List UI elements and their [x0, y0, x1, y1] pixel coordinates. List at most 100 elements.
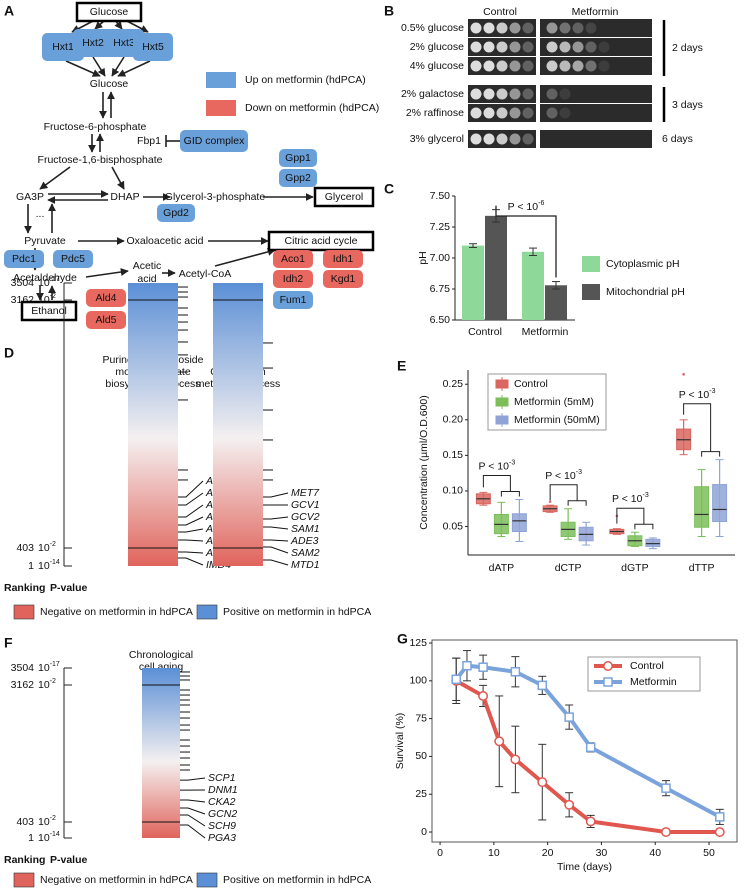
text-base: 10 [38, 816, 50, 828]
spot [546, 60, 558, 72]
y-tick-label: 0.25 [443, 378, 464, 390]
bar [545, 285, 567, 320]
spot [572, 22, 584, 34]
boxed-node [75, 1, 143, 23]
protein-box [86, 289, 126, 307]
protein-label: Hxt1 [52, 41, 74, 53]
spot [522, 107, 534, 119]
spot [559, 60, 571, 72]
point [564, 712, 574, 722]
row-label: 2% glucose [410, 41, 464, 53]
spot [509, 133, 521, 145]
gene-label: SAM1 [291, 523, 320, 535]
spot [470, 41, 482, 53]
legend-label: Control [630, 660, 664, 672]
spot [546, 41, 558, 53]
group-label: 6 days [662, 133, 693, 145]
point [462, 660, 472, 671]
metabolite: Acetic [133, 260, 162, 272]
y-axis-title: pH [417, 251, 429, 264]
row-label: 3% glycerol [410, 133, 464, 145]
p-value-label: 10-17 [38, 661, 60, 674]
annotation: P < 10-3 [479, 459, 516, 472]
text-base: 10 [38, 294, 50, 306]
y-tick-label: 6.50 [430, 314, 451, 326]
x-tick-label: 0 [437, 847, 443, 859]
panel-label: A [4, 3, 14, 19]
point [510, 754, 521, 765]
x-tick-label: Control [468, 326, 502, 338]
legend-label: Metformin (5mM) [514, 396, 594, 408]
superscript: -3 [709, 388, 715, 395]
gene-tick [263, 559, 289, 566]
arrow [65, 60, 101, 77]
metabolite: Fbp1 [137, 135, 161, 147]
rank-bar [142, 668, 180, 838]
protein-box [73, 29, 113, 57]
spot [559, 88, 571, 100]
spot [599, 108, 610, 119]
spot [522, 22, 534, 34]
rank-label: 403 [16, 816, 34, 828]
spot [546, 107, 558, 119]
superscript: -6 [538, 200, 544, 207]
x-tick-label: dCTP [555, 562, 582, 574]
p-value-label: 10-14 [38, 831, 60, 844]
y-tick-label: 125 [409, 637, 427, 649]
superscript: -14 [50, 831, 60, 838]
group-label: 2 days [672, 42, 703, 54]
y-tick-label: 7.00 [430, 252, 451, 264]
protein-box [4, 250, 44, 268]
superscript: -14 [50, 559, 60, 566]
y-tick-label: 6.75 [430, 283, 451, 295]
point [478, 662, 488, 672]
box [694, 486, 710, 528]
annotation: P < 10-3 [679, 388, 716, 401]
axis-title: P-value [50, 582, 88, 594]
superscript: -3 [576, 469, 582, 476]
metabolite: Fructose-6-phosphate [44, 121, 147, 133]
spot [585, 41, 597, 53]
protein-label: Aco1 [281, 253, 305, 265]
panel-label: D [4, 345, 14, 361]
point [478, 690, 489, 701]
x-tick-label: 40 [649, 847, 661, 859]
x-tick-label: Metformin [522, 326, 569, 338]
rank-label: 3162 [11, 679, 35, 691]
column-header: Metformin [572, 6, 619, 18]
x-tick-label: dTTP [689, 562, 715, 574]
spot [483, 60, 495, 72]
protein-box [273, 250, 313, 268]
protein-label: Hxt2 [82, 37, 104, 49]
text-base: P < 10 [545, 470, 576, 482]
spot [483, 133, 495, 145]
point [537, 680, 548, 691]
gene-tick [180, 824, 206, 839]
metabolite: Glycerol-3-phosphate [165, 191, 266, 203]
spot [560, 134, 571, 145]
column-header: Control [483, 6, 517, 18]
protein-box [279, 149, 317, 167]
spot [509, 41, 521, 53]
row-label: 2% galactose [401, 88, 464, 100]
protein-box [323, 270, 363, 288]
spot [496, 107, 508, 119]
panel-label: F [4, 635, 13, 651]
arrow [92, 56, 106, 77]
gene-tick [178, 480, 204, 498]
gene-label: SCP1 [208, 772, 235, 784]
plate-image [540, 104, 652, 122]
superscript: -2 [50, 293, 56, 300]
legend-label: Up on metformin (hdPCA) [245, 74, 366, 86]
spot [599, 134, 610, 145]
gene-label: DNM1 [208, 784, 238, 796]
row-label: 0.5% glucose [401, 22, 464, 34]
legend-swatch [206, 72, 236, 88]
spot [586, 89, 597, 100]
y-tick-label: 0 [421, 826, 427, 838]
metabolite: GA3P [16, 191, 44, 203]
protein-label: Gpp1 [285, 152, 311, 164]
x-tick-label: dATP [489, 562, 514, 574]
spot [586, 108, 597, 119]
protein-label: Fum1 [280, 294, 307, 306]
